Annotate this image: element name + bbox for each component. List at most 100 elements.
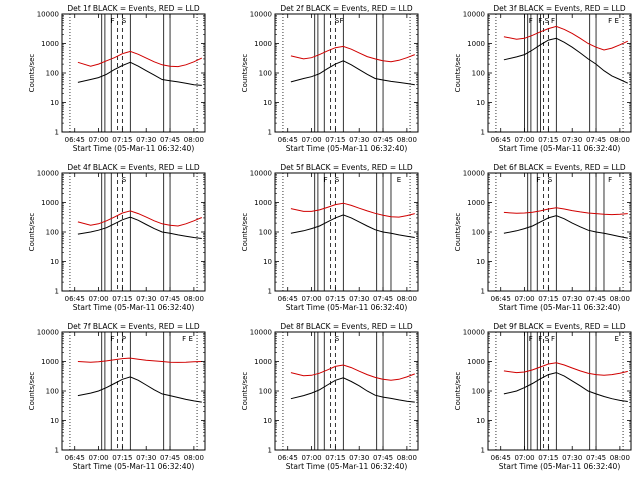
y-tick-label: 10 xyxy=(263,417,272,425)
y-tick-label: 1000 xyxy=(41,358,59,366)
events-series-line xyxy=(503,215,628,239)
y-tick-label: 10000 xyxy=(250,329,272,337)
x-tick-label: 07:30 xyxy=(562,136,582,144)
marker-label: S xyxy=(545,17,550,25)
y-tick-label: 100 xyxy=(472,388,485,396)
y-axis-label: Counts/sec xyxy=(28,372,36,411)
marker-label: F xyxy=(538,17,542,25)
x-tick-label: 07:15 xyxy=(538,454,558,462)
x-tick-label: 07:15 xyxy=(325,454,345,462)
x-tick-label: 07:15 xyxy=(112,454,132,462)
y-tick-label: 1000 xyxy=(467,40,485,48)
x-tick-label: 07:30 xyxy=(349,136,369,144)
y-tick-label: 1000 xyxy=(254,358,272,366)
y-tick-label: 1 xyxy=(481,447,485,455)
y-tick-label: 10 xyxy=(50,99,59,107)
y-tick-label: 100 xyxy=(259,388,272,396)
marker-label: S xyxy=(335,176,340,184)
events-series-line xyxy=(503,37,629,84)
y-tick-label: 1 xyxy=(481,288,485,296)
plot-frame xyxy=(274,13,419,133)
x-tick-label: 07:00 xyxy=(514,295,534,303)
chart-panel-2: Det 2f BLACK = Events, RED = LLD S F 1 10 100… xyxy=(241,4,419,153)
y-tick-label: 1000 xyxy=(41,40,59,48)
x-tick-label: 06:45 xyxy=(278,136,298,144)
x-tick-label: 07:30 xyxy=(136,295,156,303)
marker-label: F xyxy=(111,335,115,343)
chart-panel-1: Det 1f BLACK = Events, RED = LLD F S 1 10 100… xyxy=(28,4,206,153)
marker-label: F xyxy=(608,17,612,25)
marker-label: F xyxy=(538,335,542,343)
x-tick-label: 08:00 xyxy=(610,454,630,462)
x-axis-label: Start Time (05-Mar-11 06:32:40) xyxy=(499,462,621,471)
x-tick-label: 07:30 xyxy=(136,136,156,144)
y-tick-label: 10000 xyxy=(250,11,272,19)
y-axis-label: Counts/sec xyxy=(28,54,36,93)
chart-title: Det 1f BLACK = Events, RED = LLD xyxy=(67,4,200,13)
x-tick-label: 07:15 xyxy=(325,295,345,303)
y-tick-label: 100 xyxy=(46,229,59,237)
marker-label: S xyxy=(122,17,127,25)
y-tick-label: 1 xyxy=(55,129,59,137)
x-tick-label: 07:00 xyxy=(301,136,321,144)
lld-series-line xyxy=(77,210,202,227)
marker-label: F xyxy=(551,335,555,343)
plot-frame xyxy=(487,13,632,133)
marker-label: E xyxy=(615,17,619,25)
y-tick-label: 10000 xyxy=(463,329,485,337)
y-tick-label: 100 xyxy=(259,70,272,78)
y-tick-label: 10000 xyxy=(37,170,59,178)
x-tick-label: 07:00 xyxy=(514,136,534,144)
x-axis-label: Start Time (05-Mar-11 06:32:40) xyxy=(73,462,195,471)
chart-panel-4: Det 4f BLACK = Events, RED = LLD S 1 10 100 1… xyxy=(28,163,206,312)
marker-label: F xyxy=(551,17,555,25)
x-tick-label: 07:45 xyxy=(586,454,606,462)
marker-label: F xyxy=(529,17,533,25)
events-series-line xyxy=(503,372,628,402)
marker-label: E xyxy=(189,335,193,343)
x-tick-label: 06:45 xyxy=(491,295,511,303)
y-tick-label: 1000 xyxy=(467,199,485,207)
x-axis-label: Start Time (05-Mar-11 06:32:40) xyxy=(286,144,408,153)
x-tick-label: 07:45 xyxy=(586,295,606,303)
chart-panel-5: Det 5f BLACK = Events, RED = LLD F S E 1 10 10… xyxy=(241,163,419,312)
y-tick-label: 10000 xyxy=(463,11,485,19)
x-tick-label: 07:45 xyxy=(160,295,180,303)
x-tick-label: 07:15 xyxy=(112,295,132,303)
lld-series-line xyxy=(77,357,202,363)
y-tick-label: 10 xyxy=(476,99,485,107)
chart-title: Det 9f BLACK = Events, RED = LLD xyxy=(493,322,626,331)
events-series-line xyxy=(290,60,415,86)
y-tick-label: 1 xyxy=(268,447,272,455)
y-axis-label: Counts/sec xyxy=(241,213,249,252)
x-axis-label: Start Time (05-Mar-11 06:32:40) xyxy=(73,303,195,312)
events-series-line xyxy=(77,216,202,239)
lld-series-line xyxy=(290,45,415,63)
x-tick-label: 06:45 xyxy=(65,454,85,462)
chart-title: Det 7f BLACK = Events, RED = LLD xyxy=(67,322,200,331)
y-axis-label: Counts/sec xyxy=(454,54,462,93)
marker-label: F xyxy=(111,17,115,25)
marker-label: S xyxy=(335,17,340,25)
x-tick-label: 07:15 xyxy=(538,136,558,144)
x-axis-label: Start Time (05-Mar-11 06:32:40) xyxy=(286,303,408,312)
x-tick-label: 07:00 xyxy=(88,295,108,303)
chart-title: Det 5f BLACK = Events, RED = LLD xyxy=(280,163,413,172)
y-axis-label: Counts/sec xyxy=(454,372,462,411)
plot-frame xyxy=(61,13,206,133)
x-tick-label: 06:45 xyxy=(491,136,511,144)
events-series-line xyxy=(290,377,415,403)
chart-title: Det 3f BLACK = Events, RED = LLD xyxy=(493,4,626,13)
x-tick-label: 06:45 xyxy=(65,295,85,303)
x-tick-label: 08:00 xyxy=(610,136,630,144)
marker-label: F xyxy=(324,176,328,184)
marker-label: F xyxy=(182,335,186,343)
x-tick-label: 07:30 xyxy=(349,295,369,303)
x-tick-label: 07:45 xyxy=(373,136,393,144)
y-tick-label: 1000 xyxy=(254,199,272,207)
